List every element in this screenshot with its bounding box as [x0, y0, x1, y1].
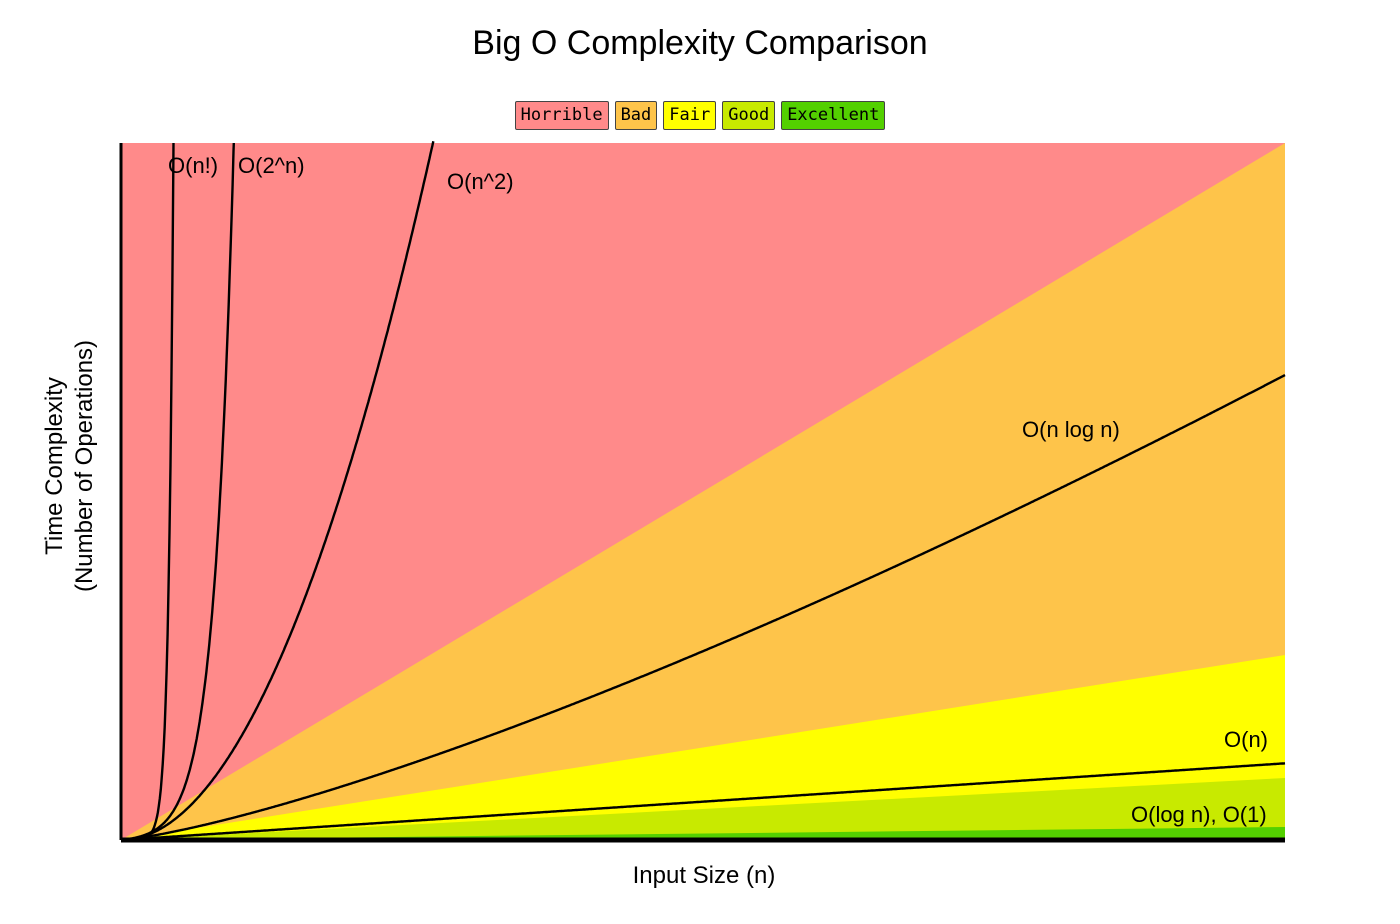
legend: Horrible Bad Fair Good Excellent — [0, 101, 1400, 130]
region-layer — [121, 143, 1285, 840]
curve-label-o-2-n: O(2^n) — [238, 153, 305, 178]
legend-item-horrible: Horrible — [514, 101, 609, 130]
region-good — [121, 778, 1285, 840]
y-axis-label: Time Complexity (Number of Operations) — [40, 340, 100, 592]
curve-label-o-n: O(n!) — [168, 153, 218, 178]
legend-item-excellent: Excellent — [781, 101, 886, 130]
curve-o-n-2 — [121, 141, 435, 842]
legend-item-good: Good — [722, 101, 776, 130]
curve-label-layer: O(n!) O(2^n) O(n^2) O(n log n) O(n) O(log n),… — [168, 153, 1268, 827]
curve-label-o-log-n-o-1: O(log n), O(1) — [1131, 802, 1267, 827]
region-bad — [121, 143, 1285, 840]
curve-label-o-n-log-n: O(n log n) — [1022, 417, 1120, 442]
curve-o-n — [120, 762, 1286, 842]
legend-item-bad: Bad — [614, 101, 658, 130]
chart-title: Big O Complexity Comparison — [472, 24, 928, 62]
y-axis-label-line-1: Time Complexity — [41, 377, 68, 555]
axes-layer — [119, 143, 1285, 843]
legend-item-fair: Fair — [663, 101, 717, 130]
curve-o-n-log-n — [121, 374, 1286, 842]
y-axis-label-line-2: (Number of Operations) — [71, 339, 98, 593]
curve-label-o-n-2: O(n^2) — [447, 169, 514, 194]
curve-label-o-n: O(n) — [1224, 727, 1268, 752]
x-axis-label: Input Size (n) — [632, 862, 776, 889]
region-excellent — [121, 827, 1285, 840]
